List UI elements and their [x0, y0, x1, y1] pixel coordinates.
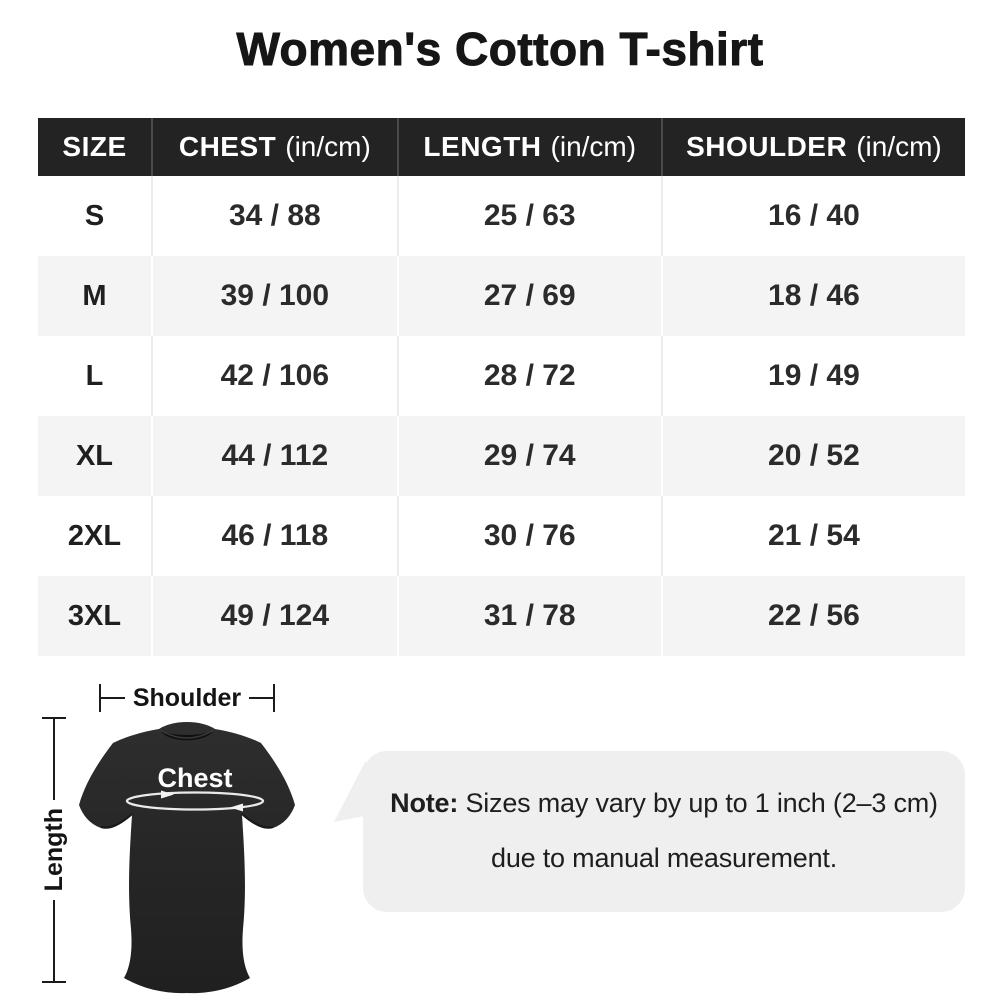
size-table-body: S 34 / 88 25 / 63 16 / 40 M 39 / 100 27 …: [38, 176, 965, 656]
chest-value: 39 / 100: [151, 256, 398, 336]
shoulder-value: 16 / 40: [660, 176, 965, 256]
table-row-m: M 39 / 100 27 / 69 18 / 46: [38, 256, 965, 336]
size-value: L: [38, 336, 153, 416]
tshirt-silhouette: [79, 722, 295, 994]
table-row-l: L 42 / 106 28 / 72 19 / 49: [38, 336, 965, 416]
length-value: 30 / 76: [396, 496, 662, 576]
chest-arrow-right: [161, 790, 174, 799]
column-header-size: SIZE: [38, 118, 153, 176]
measure-tick-right: [273, 684, 275, 712]
column-label: SIZE: [62, 131, 127, 162]
column-unit: (in/cm): [856, 131, 942, 162]
tshirt-illustration: Chest: [79, 722, 295, 994]
column-unit: (in/cm): [285, 131, 371, 162]
note-line1-text: Sizes may vary by up to 1 inch (2–3 cm): [458, 788, 938, 818]
chest-measure-ellipse: [125, 791, 265, 811]
length-value: 31 / 78: [396, 576, 662, 656]
column-label: LENGTH: [423, 131, 542, 162]
measure-line: [53, 899, 55, 982]
chest-arrow-left: [230, 803, 243, 812]
measure-tick-top: [42, 717, 66, 719]
note-text-line1: Note: Sizes may vary by up to 1 inch (2–…: [363, 788, 965, 819]
length-label: Length: [39, 808, 68, 892]
column-unit: (in/cm): [550, 131, 637, 162]
shoulder-label: Shoulder: [132, 683, 242, 712]
size-value: 3XL: [38, 576, 153, 656]
note-bubble-tail: [334, 760, 366, 822]
tshirt-collar: [159, 729, 215, 741]
column-header-shoulder: SHOULDER (in/cm): [660, 118, 965, 176]
length-measurement-indicator: Length: [39, 717, 68, 984]
header-row: SIZE CHEST (in/cm) LENGTH (in/cm) SHOULDER…: [38, 118, 965, 176]
table-row-s: S 34 / 88 25 / 63 16 / 40: [38, 176, 965, 256]
measure-tick-bottom: [42, 981, 66, 984]
measure-line: [249, 697, 273, 699]
table-row-xl: XL 44 / 112 29 / 74 20 / 52: [38, 416, 965, 496]
measure-tick-left: [99, 684, 101, 712]
sleeve-seam-right: [241, 813, 274, 829]
size-value: S: [38, 176, 153, 256]
shoulder-value: 22 / 56: [660, 576, 965, 656]
chest-value: 42 / 106: [151, 336, 398, 416]
column-label: CHEST: [178, 131, 277, 162]
size-table: SIZE CHEST (in/cm) LENGTH (in/cm) SHOULDER…: [38, 118, 965, 656]
shoulder-value: 20 / 52: [660, 416, 965, 496]
chest-value: 34 / 88: [151, 176, 398, 256]
note-bubble: Note: Sizes may vary by up to 1 inch (2–…: [334, 751, 965, 912]
tshirt-collar-rim: [159, 729, 215, 739]
size-value: M: [38, 256, 153, 336]
shoulder-value: 21 / 54: [660, 496, 965, 576]
length-value: 28 / 72: [396, 336, 662, 416]
shoulder-value: 18 / 46: [660, 256, 965, 336]
note-text-line2: due to manual measurement.: [491, 843, 837, 873]
length-value: 25 / 63: [396, 176, 662, 256]
shoulder-value: 19 / 49: [660, 336, 965, 416]
table-row-3xl: 3XL 49 / 124 31 / 78 22 / 56: [38, 576, 965, 656]
note-prefix: Note:: [390, 788, 459, 818]
table-row-2xl: 2XL 46 / 118 30 / 76 21 / 54: [38, 496, 965, 576]
chest-value: 49 / 124: [151, 576, 398, 656]
length-value: 29 / 74: [396, 416, 662, 496]
column-label: SHOULDER: [686, 131, 848, 162]
page-title: Women's Cotton T-shirt: [236, 23, 764, 76]
measurement-diagram: Shoulder Length: [0, 660, 1000, 1000]
chest-label: Chest: [157, 763, 232, 793]
measure-line: [101, 697, 125, 699]
size-value: XL: [38, 416, 153, 496]
column-header-length: LENGTH (in/cm): [396, 118, 662, 176]
column-header-chest: CHEST (in/cm): [151, 118, 398, 176]
size-table-header: SIZE CHEST (in/cm) LENGTH (in/cm) SHOULDER…: [38, 118, 965, 176]
chest-value: 46 / 118: [151, 496, 398, 576]
sleeve-seam-left: [100, 813, 133, 829]
length-value: 27 / 69: [396, 256, 662, 336]
chest-value: 44 / 112: [151, 416, 398, 496]
size-value: 2XL: [38, 496, 153, 576]
measure-line: [53, 719, 55, 801]
shoulder-measurement-indicator: Shoulder: [99, 684, 275, 712]
